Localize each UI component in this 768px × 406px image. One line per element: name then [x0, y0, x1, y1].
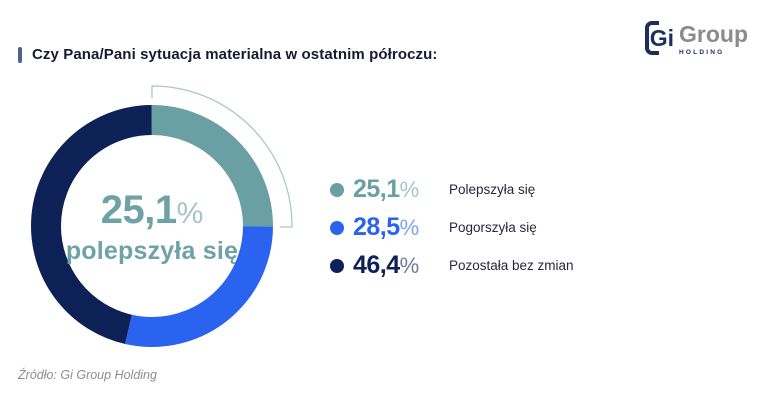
legend-dot-blue-icon — [330, 220, 344, 235]
legend-value: 46,4% — [353, 251, 435, 280]
title-accent-bar — [18, 46, 22, 63]
legend: 25,1% Polepszyła się 28,5% Pogorszyła si… — [330, 175, 574, 280]
legend-label: Pogorszyła się — [449, 220, 537, 235]
center-value-caption: polepszyła się — [65, 237, 239, 265]
logo-gi-text: Gi — [649, 25, 674, 51]
legend-percent-sign: % — [399, 253, 420, 278]
logo-bracket-icon — [644, 21, 659, 55]
page-title: Czy Pana/Pani sytuacja materialna w osta… — [32, 46, 438, 63]
callout-arc — [151, 85, 293, 228]
legend-item-pogorszyla: 28,5% Pogorszyła się — [330, 213, 574, 242]
center-percent-sign: % — [176, 197, 204, 230]
legend-label: Pozostała bez zmian — [449, 258, 574, 273]
logo-text-column: Group HOLDING — [679, 21, 748, 56]
donut-segment-pozostala — [31, 105, 273, 347]
center-value-number: 25,1 — [100, 188, 177, 232]
logo-holding-text: HOLDING — [679, 49, 725, 56]
donut-segment-pogorszyla — [31, 105, 273, 347]
logo-group-text: Group — [679, 21, 748, 47]
legend-percent-sign: % — [399, 177, 420, 202]
legend-item-pozostala: 46,4% Pozostała bez zmian — [330, 251, 574, 280]
legend-percent-sign: % — [399, 215, 420, 240]
legend-value-number: 46,4 — [353, 251, 400, 279]
legend-value-number: 25,1 — [353, 175, 400, 203]
legend-dot-teal-icon — [330, 182, 344, 197]
donut-chart — [31, 85, 293, 347]
legend-label: Polepszyła się — [449, 182, 536, 197]
gi-group-logo: Gi Group HOLDING — [644, 21, 748, 56]
legend-dot-navy-icon — [330, 258, 344, 273]
source-note: Źródło: Gi Group Holding — [18, 368, 157, 382]
legend-value: 28,5% — [353, 213, 435, 242]
donut-center-label: 25,1% polepszyła się — [42, 190, 262, 266]
legend-value: 25,1% — [353, 175, 435, 204]
legend-item-polepszyla: 25,1% Polepszyła się — [330, 175, 574, 204]
donut-segments — [31, 105, 273, 347]
header: Czy Pana/Pani sytuacja materialna w osta… — [18, 46, 438, 63]
legend-value-number: 28,5 — [353, 213, 400, 241]
center-value: 25,1% — [42, 190, 262, 230]
